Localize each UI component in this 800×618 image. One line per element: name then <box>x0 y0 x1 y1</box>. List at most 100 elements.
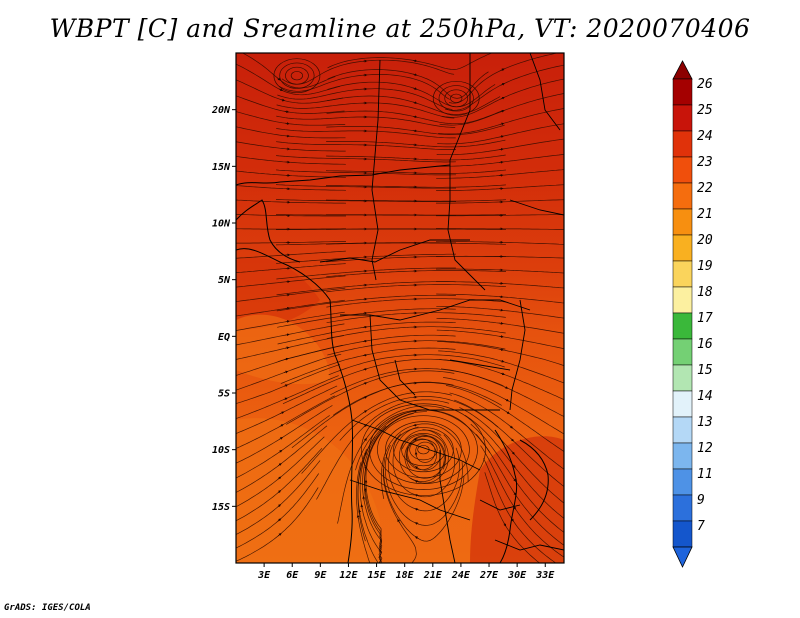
vortex-ring <box>444 89 469 108</box>
vortex-cyclonic-vortex-south <box>360 403 486 496</box>
streamline-arrow <box>363 368 368 371</box>
streamline-arrow <box>412 59 418 63</box>
colorbar-swatch <box>672 260 693 288</box>
streamline-arrow <box>285 320 290 323</box>
vortex-ring <box>290 71 304 81</box>
streamline-arrow <box>500 96 505 100</box>
streamline-arrow <box>509 425 514 429</box>
streamline-arrow <box>512 464 516 469</box>
colorbar-swatch <box>672 442 693 470</box>
streamline-arrow <box>500 372 505 376</box>
streamline-arrow <box>510 438 515 442</box>
vortex-ring <box>393 427 454 473</box>
colorbar-label: 18 <box>697 285 713 300</box>
colorbar-label: 15 <box>697 363 713 378</box>
colorbar-label: 17 <box>697 311 713 326</box>
streamline <box>236 405 333 464</box>
streamline <box>236 436 325 508</box>
colorbar-swatch <box>672 234 693 262</box>
streamline <box>236 79 344 104</box>
streamline <box>438 350 564 384</box>
streamline <box>236 447 323 522</box>
streamline-arrow <box>500 359 505 363</box>
streamline <box>357 448 379 563</box>
streamline-arrow <box>414 480 419 483</box>
streamline <box>236 425 328 493</box>
streamline-arrow <box>363 382 368 385</box>
streamline <box>236 460 321 535</box>
warm-patch-west <box>236 257 320 330</box>
orange-patch-south <box>236 418 380 563</box>
lon-tick-label: 6E <box>286 570 299 581</box>
streamline-arrow <box>277 476 282 480</box>
lon-tick-label: 24E <box>451 570 471 581</box>
streamline <box>236 415 330 479</box>
streamline-arrow <box>413 101 418 104</box>
vortex-ring <box>360 403 486 496</box>
streamline-arrow <box>279 437 284 440</box>
map-panel: 20N 15N 10N 5N EQ 5S 10S 15S 3E 6E 9E 12E 15E 18E 21E… <box>211 52 565 581</box>
colorbar-label: 25 <box>697 103 713 118</box>
streamline <box>464 415 564 519</box>
colorbar-swatch <box>672 338 693 366</box>
streamline <box>236 473 319 549</box>
lon-tick-label: 9E <box>314 570 327 581</box>
colorbar-label: 11 <box>697 467 713 482</box>
colorbar-label: 20 <box>697 233 713 248</box>
colorbar-label: 13 <box>697 415 713 430</box>
streamline-arrow <box>363 437 367 442</box>
streamline-arrow <box>500 68 505 72</box>
streamline-arrow <box>278 449 283 453</box>
streamline-arrow <box>503 522 507 527</box>
streamline-arrow <box>284 110 290 114</box>
streamline-arrow <box>363 396 368 399</box>
latitude-axis: 20N 15N 10N 5N EQ 5S 10S 15S <box>211 105 236 513</box>
streamline-arrow <box>278 532 282 537</box>
streamline-arrow <box>511 451 515 455</box>
streamline-arrow <box>414 522 419 525</box>
streamline <box>236 63 341 96</box>
streamline-arrow <box>513 491 517 496</box>
streamline-arrow <box>513 477 516 482</box>
streamline-arrow <box>499 135 504 138</box>
orange-patch-equator <box>236 314 330 385</box>
lat-tick-label: 10S <box>212 445 230 456</box>
streamline-arrow <box>284 370 289 374</box>
streamline <box>236 385 338 434</box>
streamline-arrow <box>414 536 419 539</box>
vortex-ring <box>369 409 478 490</box>
streamline-arrow <box>505 411 510 414</box>
streamline-arrow <box>500 83 505 86</box>
streamline-arrow <box>397 518 400 523</box>
lon-tick-label: 33E <box>535 570 555 581</box>
colorbar-label: 26 <box>697 77 713 92</box>
vortex-ring <box>401 433 446 467</box>
longitude-axis: 3E 6E 9E 12E 15E 18E 21E 24E 27E 30E 33E <box>257 563 555 581</box>
lat-tick-label: EQ <box>218 332 230 343</box>
streamline-arrow <box>285 333 290 337</box>
chart-title: WBPT [C] and Sreamline at 250hPa, VT: 20… <box>49 14 751 43</box>
streamline <box>359 436 382 563</box>
colorbar-top-arrow <box>672 60 693 80</box>
streamline-arrow <box>414 508 419 511</box>
colorbar-swatch <box>672 494 693 522</box>
vortex-ring <box>385 421 462 479</box>
streamline-arrow <box>414 466 419 469</box>
vortex-ring <box>409 439 438 461</box>
lon-tick-label: 21E <box>423 570 443 581</box>
lon-tick-label: 27E <box>479 570 499 581</box>
streamline-arrow <box>499 122 505 126</box>
streamline-arrow <box>284 357 289 361</box>
lat-tick-label: 5N <box>218 275 231 286</box>
map-frame <box>235 52 565 564</box>
streamline-arrow <box>412 115 418 119</box>
streamline <box>480 445 564 558</box>
streamline-arrow <box>362 353 368 357</box>
vortex-ring <box>438 85 474 112</box>
colorbar-bottom-arrow <box>672 546 693 568</box>
streamline-arrow <box>362 339 368 343</box>
colorbar-swatch <box>672 312 693 340</box>
grads-credit: GrADS: IGES/COLA <box>4 603 91 613</box>
vortex-ring <box>285 66 309 85</box>
